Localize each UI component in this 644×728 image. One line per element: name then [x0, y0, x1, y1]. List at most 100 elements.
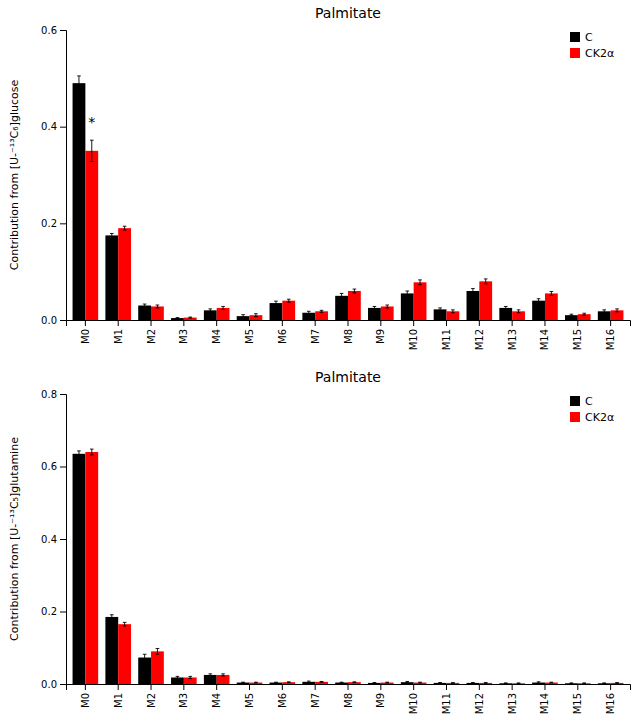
error-bar [582, 682, 586, 684]
tick: M13 [507, 320, 518, 350]
tick: M2 [146, 684, 157, 708]
tick-label: M3 [178, 329, 189, 344]
tick-mark [512, 684, 513, 690]
bar [315, 311, 328, 320]
error-bar [241, 315, 245, 318]
tick-label: M10 [408, 693, 419, 714]
error-bar [77, 76, 81, 91]
tick: M6 [277, 684, 288, 708]
bar [151, 306, 164, 320]
bar [138, 306, 151, 321]
panel: 0.00.20.40.60.8M0M1M2M3M4M5M6M7M8M9M10M1… [8, 369, 631, 714]
tick-label: M12 [474, 693, 485, 714]
error-bar [405, 291, 409, 296]
error-bar [340, 293, 344, 298]
tick-label: M0 [80, 693, 91, 708]
tick: M9 [375, 320, 386, 344]
tick-mark [479, 684, 480, 690]
tick-mark [60, 394, 66, 395]
bar [479, 281, 492, 320]
error-bar [517, 682, 521, 684]
tick: M2 [146, 320, 157, 344]
tick: M1 [113, 320, 124, 344]
bar [118, 624, 131, 684]
tick-label: M11 [441, 693, 452, 714]
bar [302, 682, 315, 684]
error-bar [353, 681, 357, 683]
bar [414, 282, 427, 320]
error-bar [550, 291, 554, 295]
tick: 0.6 [41, 25, 66, 36]
bar [479, 683, 492, 684]
tick-label: M16 [605, 329, 616, 350]
tick-mark [380, 684, 381, 690]
tick-label: M7 [310, 329, 321, 344]
tick-mark [512, 320, 513, 326]
bar [401, 682, 414, 684]
y-axis: 0.00.20.40.6 [41, 25, 66, 326]
tick: M15 [572, 684, 583, 714]
legend-item: C [570, 395, 593, 408]
tick-label: 0.6 [41, 25, 57, 36]
tick-mark [315, 684, 316, 690]
tick-mark [151, 684, 152, 690]
bar [545, 683, 558, 684]
tick-mark [216, 320, 217, 326]
tick: M11 [441, 684, 452, 714]
bar [73, 83, 86, 320]
tick: M0 [80, 684, 91, 708]
tick: M1 [113, 684, 124, 708]
error-bar [176, 317, 180, 319]
bar [250, 683, 263, 684]
error-bar [504, 306, 508, 309]
bar [118, 228, 131, 320]
tick: M9 [375, 684, 386, 708]
tick-mark [249, 684, 250, 690]
chart-root: 0.00.20.40.6M0M1M2M3M4M5M6M7M8M9M10M11M1… [0, 0, 644, 728]
bar [105, 235, 118, 320]
bar [171, 318, 184, 320]
error-bar [320, 310, 324, 312]
tick-mark [118, 320, 119, 326]
tick: M10 [408, 684, 419, 714]
series [73, 76, 611, 320]
error-bar [484, 279, 488, 284]
bar [467, 683, 480, 684]
bar [184, 318, 197, 320]
bar [545, 293, 558, 320]
bar [138, 658, 151, 684]
tick-label: 0.0 [41, 679, 57, 690]
tick-mark [151, 320, 152, 326]
tick: M16 [605, 320, 616, 350]
error-bar [504, 682, 508, 684]
error-bar [451, 682, 455, 684]
tick-label: M7 [310, 693, 321, 708]
error-bar [188, 317, 192, 319]
tick-mark [85, 320, 86, 326]
error-bar [307, 681, 311, 682]
legend-label: CK2α [585, 47, 614, 60]
tick-label: M11 [441, 329, 452, 350]
bar [315, 682, 328, 684]
error-bar [570, 314, 574, 316]
error-bar [451, 310, 455, 313]
bar [381, 683, 394, 684]
tick-mark [348, 684, 349, 690]
error-bar [90, 449, 94, 455]
title: Palmitate [315, 369, 381, 385]
error-bar [353, 289, 357, 293]
error-bar [287, 681, 291, 683]
tick: M4 [211, 320, 222, 344]
tick: 0.2 [41, 606, 66, 617]
error-bar [241, 682, 245, 684]
error-bar [438, 682, 442, 684]
tick: M11 [441, 320, 452, 350]
bar [105, 617, 118, 684]
tick-mark [118, 684, 119, 690]
tick-mark [348, 320, 349, 326]
tick-mark [60, 467, 66, 468]
tick-mark [479, 320, 480, 326]
tick-mark [380, 320, 381, 326]
error-bar [123, 226, 127, 230]
legend-item: CK2α [570, 47, 614, 60]
